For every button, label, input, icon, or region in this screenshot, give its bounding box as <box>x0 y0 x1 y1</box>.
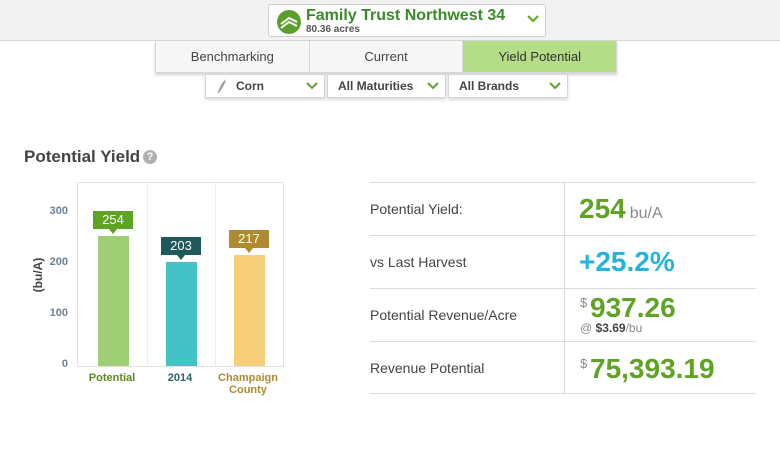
view-tabs: Benchmarking Current Yield Potential <box>155 41 618 73</box>
plot-area: 254 203 217 <box>77 182 284 367</box>
revenue-potential-currency: $ <box>580 356 588 371</box>
chart-bar[interactable] <box>98 236 129 366</box>
corn-leaf-icon <box>217 79 226 94</box>
tab-benchmarking[interactable]: Benchmarking <box>155 41 310 73</box>
y-tick-label: 300 <box>49 205 68 217</box>
bar-value-label: 217 <box>229 230 269 254</box>
vs-last-harvest-value: +25.2% <box>579 246 675 277</box>
x-category-label: Champaign County <box>218 372 278 396</box>
revenue-acre-value: 937.26 <box>590 292 676 323</box>
bar-value-label: 254 <box>93 211 133 235</box>
bar-value-label: 203 <box>161 237 201 261</box>
chevron-down-icon <box>306 82 318 90</box>
stat-row-revenue-acre: Potential Revenue/Acre $ 937.26 @ $3.69/… <box>370 288 756 341</box>
yield-chart: (bu/A) 254 203 217 300 200 100 0 Potential 2014… <box>0 175 300 405</box>
revenue-potential-value: 75,393.19 <box>590 353 715 384</box>
stat-row-revenue-potential: Revenue Potential $ 75,393.19 <box>370 341 756 394</box>
y-tick-label: 100 <box>49 307 68 319</box>
x-category-label: 2014 <box>167 372 193 384</box>
price-unit: /bu <box>625 321 643 335</box>
stat-divider <box>564 236 565 288</box>
potential-yield-label: Potential Yield: <box>370 201 463 217</box>
stat-divider <box>564 183 565 235</box>
potential-yield-unit: bu/A <box>629 205 663 222</box>
stat-divider <box>564 342 565 393</box>
revenue-acre-currency: $ <box>580 295 588 310</box>
price-value: $3.69 <box>595 321 626 335</box>
potential-yield-value: 254 bu/A <box>579 193 663 225</box>
chevron-down-icon <box>427 82 439 90</box>
vs-last-harvest-label: vs Last Harvest <box>370 254 467 270</box>
y-tick-label: 200 <box>49 256 68 268</box>
stat-divider <box>564 289 565 341</box>
stat-row-vs-last-harvest: vs Last Harvest +25.2% <box>370 235 756 288</box>
top-bar: Family Trust Northwest 34 80.36 acres <box>0 0 780 41</box>
chevron-down-icon[interactable] <box>527 14 539 24</box>
crop-filter[interactable]: Corn <box>205 74 325 98</box>
price-at: @ <box>580 321 593 335</box>
field-logo-icon <box>277 10 301 34</box>
crop-filter-label: Corn <box>236 79 264 93</box>
help-icon[interactable]: ? <box>143 150 157 164</box>
field-name: Family Trust Northwest 34 <box>306 7 506 24</box>
chevron-down-icon <box>549 82 561 90</box>
maturity-filter[interactable]: All Maturities <box>327 74 446 98</box>
chart-bar[interactable] <box>234 255 265 366</box>
potential-yield-number: 254 <box>579 193 626 224</box>
column-divider <box>147 183 148 366</box>
revenue-acre-label: Potential Revenue/Acre <box>370 307 518 323</box>
section-title: Potential Yield <box>24 147 141 166</box>
brand-filter-label: All Brands <box>459 79 520 93</box>
tab-yield-potential[interactable]: Yield Potential <box>463 41 618 73</box>
filter-bar: Corn All Maturities All Brands <box>205 74 568 98</box>
field-acres: 80.36 acres <box>306 24 360 35</box>
maturity-filter-label: All Maturities <box>338 79 414 93</box>
column-divider <box>215 183 216 366</box>
tab-current[interactable]: Current <box>309 41 464 73</box>
brand-filter[interactable]: All Brands <box>448 74 568 98</box>
price-note: @ $3.69/bu <box>580 321 642 335</box>
chart-bar[interactable] <box>166 262 197 366</box>
field-selector[interactable]: Family Trust Northwest 34 80.36 acres <box>268 4 546 37</box>
y-tick-label: 0 <box>61 358 68 370</box>
yield-stats: Potential Yield: 254 bu/A vs Last Harvest… <box>370 182 756 394</box>
stat-row-potential-yield: Potential Yield: 254 bu/A <box>370 182 756 235</box>
x-category-label: Potential <box>88 372 136 384</box>
revenue-potential-label: Revenue Potential <box>370 360 485 376</box>
